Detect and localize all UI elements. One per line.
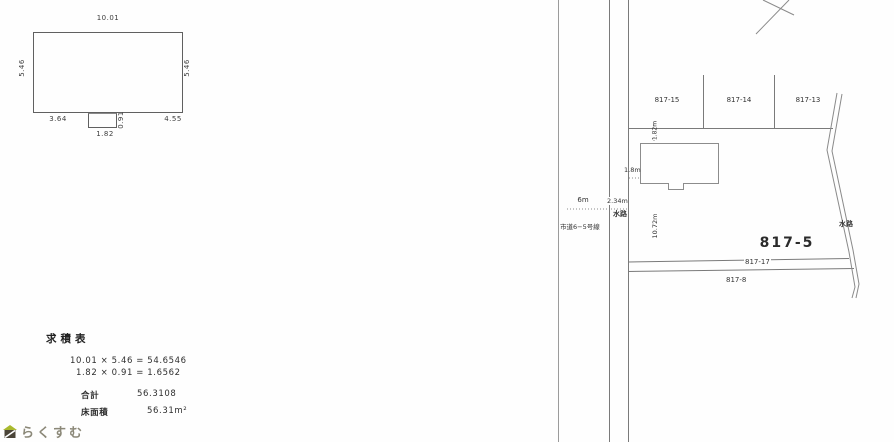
south-road-line-2	[627, 268, 855, 272]
logo-text: らくすむ	[21, 426, 86, 441]
floor-plan-main-rectangle	[33, 32, 183, 113]
lot-label-817-8: 817-8	[726, 276, 747, 284]
right-waterway-line-1	[826, 92, 856, 299]
lot-label-817-14: 817-14	[726, 96, 752, 104]
dim-bottom-left: 3.64	[49, 115, 67, 123]
building-outline	[640, 143, 719, 190]
rakusumu-logo: らくすむ	[3, 422, 85, 441]
lot-label-817-13: 817-13	[795, 96, 821, 104]
area-formula-1: 10.01 × 5.46 = 54.6546	[70, 356, 187, 366]
road-name-label: 市道6−5号線	[560, 223, 600, 231]
total-label: 合計	[81, 391, 100, 401]
waterway-right-label: 水路	[839, 220, 853, 228]
road-width-dim: 6m	[577, 196, 589, 204]
south-road-line-1	[627, 258, 850, 263]
x-mark-line-2	[762, 0, 795, 16]
main-lot-label-817-5: 817-5	[759, 235, 815, 251]
x-mark-line-1	[755, 0, 790, 35]
total-value: 56.3108	[137, 389, 177, 399]
setback-north-dim: 1.82m	[651, 120, 659, 141]
waterway-left-label: 水路	[613, 210, 627, 218]
waterway-width-dim: 2.34m	[607, 197, 628, 205]
floor-plan-notch-rectangle	[88, 113, 117, 128]
dim-notch-width: 1.82	[96, 130, 114, 138]
area-table-title: 求積表	[46, 333, 90, 345]
dim-bottom-right: 4.55	[164, 115, 182, 123]
area-formula-2: 1.82 × 0.91 = 1.6562	[76, 368, 181, 378]
right-waterway-line-2	[831, 93, 860, 299]
floor-area-value: 56.31m²	[147, 406, 188, 416]
dim-top: 10.01	[96, 14, 120, 22]
floor-area-label: 床面積	[81, 408, 109, 418]
lot-label-817-17: 817-17	[744, 258, 771, 266]
setback-west-dim: 1.8m	[624, 166, 641, 174]
house-icon	[3, 424, 17, 438]
depth-dim: 10.72m	[651, 213, 659, 239]
lot-label-817-15: 817-15	[654, 96, 680, 104]
